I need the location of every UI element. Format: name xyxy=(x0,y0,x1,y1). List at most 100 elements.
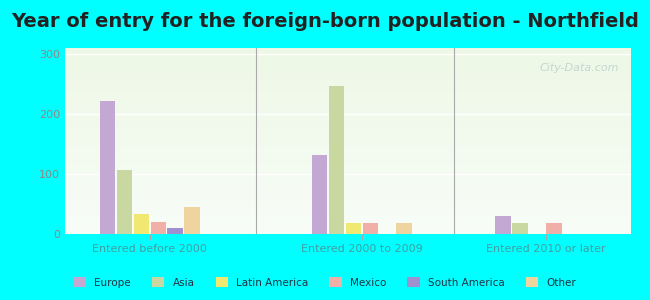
Bar xyxy=(65,232,630,234)
Bar xyxy=(65,57,630,59)
Bar xyxy=(65,169,630,171)
Bar xyxy=(65,82,630,83)
Bar xyxy=(65,135,630,137)
Legend: Europe, Asia, Latin America, Mexico, South America, Other: Europe, Asia, Latin America, Mexico, Sou… xyxy=(70,273,580,292)
Bar xyxy=(133,214,149,234)
Bar xyxy=(65,150,630,152)
Bar xyxy=(65,158,630,160)
Bar xyxy=(65,225,630,226)
Bar xyxy=(65,65,630,67)
Bar xyxy=(65,141,630,143)
Bar xyxy=(65,184,630,186)
Bar xyxy=(65,50,630,52)
Bar xyxy=(65,199,630,200)
Bar xyxy=(65,193,630,195)
Bar xyxy=(65,188,630,189)
Bar xyxy=(65,113,630,115)
Bar xyxy=(65,122,630,124)
Bar xyxy=(65,178,630,180)
Text: City-Data.com: City-Data.com xyxy=(540,63,619,73)
Bar xyxy=(65,104,630,106)
Bar xyxy=(65,214,630,215)
Bar xyxy=(65,228,630,230)
Bar xyxy=(65,96,630,98)
Bar xyxy=(65,202,630,204)
Bar xyxy=(65,160,630,161)
Bar xyxy=(65,48,630,50)
Bar xyxy=(65,67,630,68)
Bar xyxy=(65,98,630,100)
Bar xyxy=(311,155,328,234)
Bar xyxy=(65,78,630,80)
Bar xyxy=(65,61,630,63)
Bar xyxy=(65,63,630,65)
Bar xyxy=(65,210,630,212)
Bar xyxy=(65,80,630,82)
Bar xyxy=(65,93,630,94)
Bar xyxy=(65,148,630,150)
Bar xyxy=(65,195,630,197)
Bar xyxy=(65,147,630,148)
Bar xyxy=(65,128,630,130)
Bar xyxy=(65,197,630,199)
Bar xyxy=(65,70,630,72)
Bar xyxy=(65,175,630,176)
Bar xyxy=(65,59,630,61)
Bar xyxy=(65,134,630,135)
Bar xyxy=(65,137,630,139)
Bar xyxy=(65,100,630,102)
Bar xyxy=(65,107,630,110)
Bar xyxy=(65,226,630,228)
Bar xyxy=(65,52,630,54)
Bar xyxy=(65,94,630,96)
Bar xyxy=(65,56,630,57)
Bar xyxy=(65,54,630,56)
Bar xyxy=(65,76,630,78)
Bar xyxy=(65,217,630,219)
Bar xyxy=(329,86,344,234)
Bar xyxy=(65,85,630,87)
Bar xyxy=(65,117,630,119)
Bar xyxy=(65,212,630,214)
Bar xyxy=(65,143,630,145)
Bar xyxy=(65,106,630,107)
Bar xyxy=(65,221,630,223)
Bar xyxy=(65,72,630,74)
Bar xyxy=(65,111,630,113)
Bar xyxy=(65,119,630,121)
Bar xyxy=(65,132,630,134)
Bar xyxy=(65,68,630,70)
Bar xyxy=(65,126,630,128)
Bar xyxy=(547,223,562,234)
Bar xyxy=(65,208,630,210)
Bar xyxy=(65,191,630,193)
Bar xyxy=(65,161,630,163)
Bar xyxy=(65,182,630,184)
Bar xyxy=(65,180,630,182)
Bar xyxy=(65,74,630,76)
Bar xyxy=(65,124,630,126)
Bar xyxy=(65,110,630,111)
Bar xyxy=(65,223,630,225)
Bar xyxy=(65,186,630,188)
Bar xyxy=(65,204,630,206)
Bar xyxy=(363,223,378,234)
Bar xyxy=(168,228,183,234)
Bar xyxy=(495,216,511,234)
Bar xyxy=(65,176,630,178)
Text: Year of entry for the foreign-born population - Northfield: Year of entry for the foreign-born popul… xyxy=(11,12,639,31)
Bar xyxy=(185,207,200,234)
Bar xyxy=(65,139,630,141)
Bar xyxy=(65,91,630,93)
Bar xyxy=(65,215,630,217)
Bar xyxy=(65,171,630,172)
Bar xyxy=(65,206,630,208)
Bar xyxy=(65,230,630,232)
Bar xyxy=(116,170,132,234)
Bar xyxy=(65,156,630,158)
Bar xyxy=(65,152,630,154)
Bar xyxy=(151,222,166,234)
Bar xyxy=(65,172,630,175)
Bar xyxy=(396,223,412,234)
Bar xyxy=(65,145,630,147)
